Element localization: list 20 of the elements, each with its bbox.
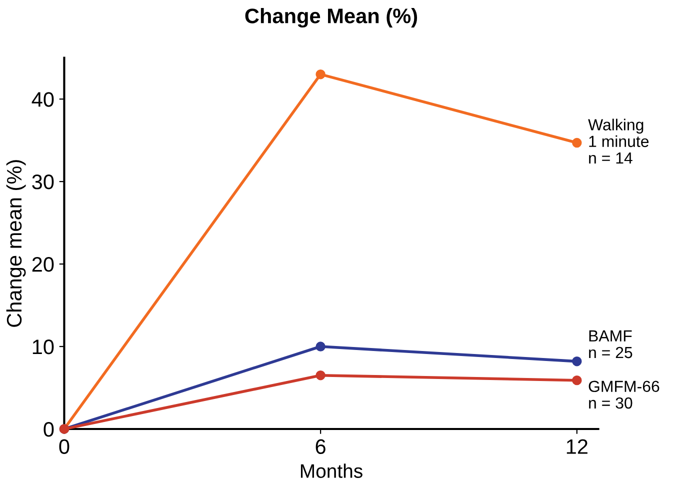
point — [316, 370, 326, 380]
series-label: Walking 1 minute n = 14 — [588, 118, 649, 164]
point — [316, 69, 326, 80]
point — [572, 356, 582, 366]
chart-title: Change Mean (%) — [245, 8, 418, 28]
x-axis-title: Months — [300, 464, 362, 478]
point — [572, 138, 582, 148]
series-label: BAMF n = 25 — [589, 330, 632, 358]
point — [316, 342, 326, 352]
x-tick-label: 12 — [566, 439, 588, 454]
y-tick-label: 40 — [32, 92, 54, 107]
point — [572, 375, 582, 386]
x-tick-label: 6 — [316, 439, 326, 454]
y-tick-label: 0 — [44, 422, 54, 437]
y-axis-title: Change mean (%) — [6, 160, 26, 327]
y-tick-label: 10 — [32, 340, 54, 354]
series-label: GMFM-66 n = 30 — [588, 380, 660, 409]
y-tick-label: 30 — [32, 174, 54, 190]
y-tick-label: 20 — [32, 257, 54, 272]
x-tick-label: 0 — [59, 439, 70, 454]
